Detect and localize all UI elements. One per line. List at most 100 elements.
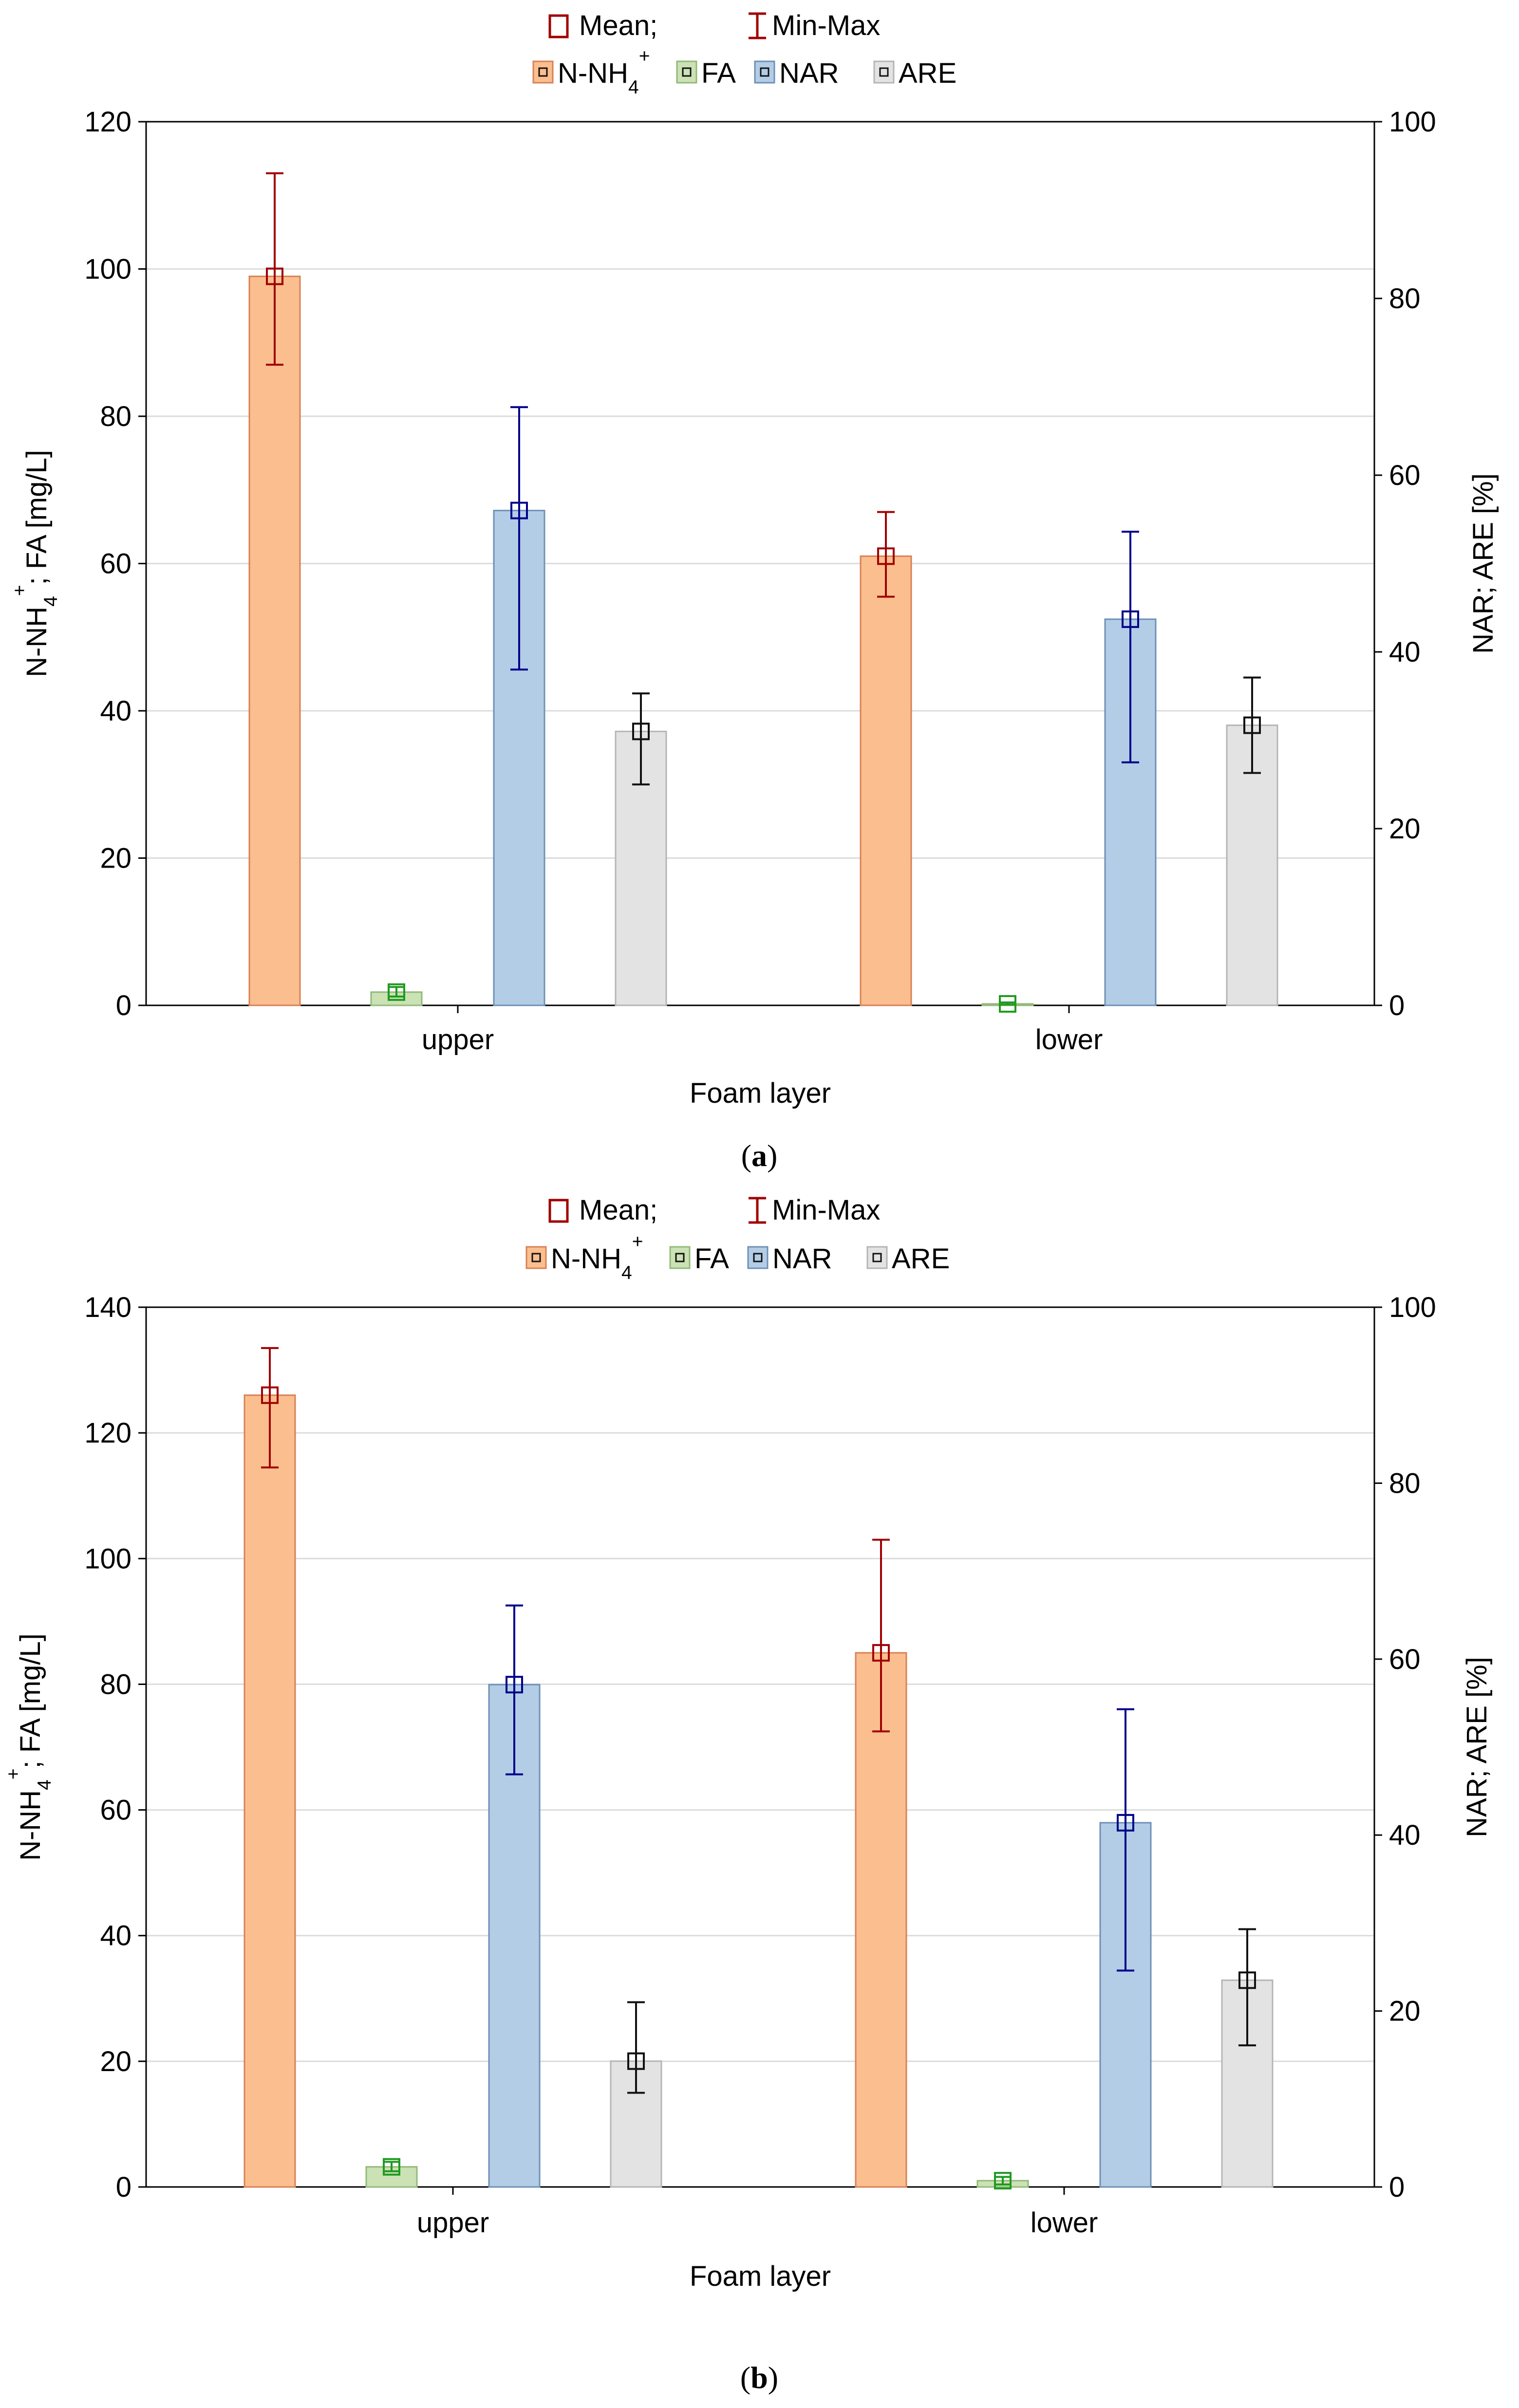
- legend-mean-label: Mean;: [579, 10, 657, 41]
- mean-marker-nnh-upper: [261, 1386, 279, 1404]
- errorbar-fa-upper: [388, 986, 405, 998]
- mean-marker-nar-upper: [510, 501, 528, 519]
- legend-label-1: FA: [701, 57, 736, 89]
- errorbar-are-upper: [627, 2001, 645, 2094]
- mean-marker-fa-lower: [994, 2172, 1012, 2190]
- errorbar-nnh-upper: [261, 1347, 279, 1469]
- legend-label-0: N-NH4+: [551, 1231, 643, 1283]
- y-left-tick-label: 120: [84, 1417, 131, 1449]
- mean-marker-fa-upper: [388, 983, 405, 1001]
- mean-marker-are-upper: [632, 722, 650, 741]
- legend-minmax-label: Min-Max: [772, 10, 880, 41]
- legend-label-2: NAR: [779, 57, 839, 89]
- y-right-tick-label: 0: [1389, 990, 1405, 1021]
- legend-swatch-marker-1: [675, 1253, 685, 1262]
- y-right-tick-label: 40: [1389, 636, 1421, 668]
- mean-marker-nnh-upper: [266, 267, 283, 285]
- y-left-tick-label: 80: [100, 401, 131, 432]
- mean-marker-fa-upper: [383, 2158, 400, 2176]
- y-right-axis-title: NAR; ARE [%]: [1461, 1657, 1493, 1837]
- legend-minmax-label: Min-Max: [772, 1194, 880, 1226]
- errorbar-nar-lower: [1117, 1708, 1134, 1972]
- x-axis-title: Foam layer: [690, 2260, 831, 2292]
- legend-swatch-marker-0: [531, 1253, 541, 1262]
- y-right-tick-label: 20: [1389, 813, 1421, 845]
- legend-swatch-1: [669, 1246, 691, 1269]
- errorbar-fa-lower: [999, 1001, 1016, 1006]
- bar-nnh-upper: [248, 276, 301, 1006]
- legend-swatch-1: [676, 60, 697, 84]
- bar-nar-lower: [1104, 618, 1157, 1006]
- y-left-tick-label: 80: [100, 1668, 131, 1700]
- y-left-axis-title: N-NH4+; FA [mg/L]: [9, 450, 61, 677]
- bar-nnh-lower: [855, 1652, 907, 2188]
- legend-label-1: FA: [694, 1243, 729, 1275]
- mean-marker-fa-lower: [999, 995, 1016, 1013]
- y-left-tick-label: 60: [100, 1795, 131, 1826]
- y-left-tick-label: 60: [100, 548, 131, 580]
- legend-minmax-marker: [749, 1197, 766, 1224]
- y-right-tick-label: 100: [1389, 106, 1436, 138]
- y-left-tick-label: 0: [116, 2171, 131, 2203]
- legend-label-3: ARE: [892, 1243, 950, 1275]
- legend-mean-marker: [548, 14, 569, 38]
- chart-panel-a: Mean; Min-Max N-NH4+ FA NAR ARE 0 20 40 60 80 100 12…: [9, 10, 1499, 1173]
- y-left-tick-label: 0: [116, 990, 131, 1021]
- x-category-label: upper: [417, 2207, 489, 2239]
- legend-minmax-marker: [749, 12, 766, 39]
- y-right-tick-label: 100: [1389, 1292, 1436, 1323]
- bar-nnh-upper: [244, 1394, 296, 2188]
- y-right-tick-label: 0: [1389, 2171, 1405, 2203]
- x-category-label: upper: [422, 1024, 494, 1056]
- legend-swatch-marker-3: [879, 67, 889, 77]
- panel-label: (a): [741, 1138, 778, 1173]
- legend-swatch-marker-3: [872, 1253, 882, 1262]
- y-left-tick-label: 140: [84, 1292, 131, 1323]
- y-left-axis-title: N-NH4+; FA [mg/L]: [3, 1633, 55, 1861]
- y-left-tick-label: 40: [100, 1920, 131, 1952]
- y-right-tick-label: 40: [1389, 1819, 1421, 1851]
- mean-marker-nar-lower: [1117, 1814, 1134, 1832]
- legend-mean-label: Mean;: [579, 1194, 657, 1226]
- legend-swatch-0: [532, 60, 554, 84]
- errorbar-fa-upper: [383, 2161, 400, 2172]
- mean-marker-are-lower: [1243, 716, 1261, 734]
- panel-label-letter: b: [750, 2360, 768, 2395]
- mean-marker-nnh-lower: [872, 1644, 890, 1662]
- errorbar-nar-lower: [1122, 531, 1139, 763]
- mean-marker-nnh-lower: [877, 547, 895, 565]
- mean-marker-are-lower: [1238, 1971, 1256, 1989]
- mean-marker-nar-lower: [1122, 610, 1139, 628]
- y-left-tick-label: 100: [84, 1543, 131, 1574]
- legend-swatch-2: [747, 1246, 769, 1269]
- y-left-tick-label: 120: [84, 106, 131, 138]
- legend-swatch-marker-1: [682, 67, 692, 77]
- y-left-tick-label: 20: [100, 843, 131, 874]
- bar-nnh-lower: [860, 555, 912, 1006]
- mean-marker-are-upper: [627, 2052, 645, 2070]
- y-left-tick-label: 100: [84, 254, 131, 285]
- legend-mean-marker: [548, 1199, 569, 1223]
- x-category-label: lower: [1035, 1024, 1103, 1056]
- y-right-tick-label: 80: [1389, 283, 1421, 315]
- y-right-tick-label: 20: [1389, 1996, 1421, 2027]
- panel-label: (b): [740, 2360, 778, 2395]
- legend-swatch-0: [525, 1246, 547, 1269]
- legend-swatch-marker-2: [753, 1253, 763, 1262]
- errorbar-nnh-lower: [877, 511, 895, 598]
- y-right-tick-label: 80: [1389, 1467, 1421, 1499]
- panel-label-letter: a: [751, 1138, 767, 1173]
- y-right-tick-label: 60: [1389, 1644, 1421, 1675]
- plot-frame: [145, 1306, 1375, 2188]
- chart-panel-b: Mean; Min-Max N-NH4+ FA NAR ARE 0 20 40 60 80 100 12…: [3, 1194, 1493, 2395]
- legend-swatch-marker-0: [538, 67, 548, 77]
- legend-label-3: ARE: [899, 57, 956, 89]
- y-right-axis-title: NAR; ARE [%]: [1467, 473, 1499, 654]
- y-left-tick-label: 20: [100, 2046, 131, 2077]
- y-left-tick-label: 40: [100, 695, 131, 727]
- legend-swatch-3: [866, 1246, 888, 1269]
- errorbar-are-lower: [1243, 676, 1261, 774]
- legend-label-2: NAR: [772, 1243, 832, 1275]
- x-category-label: lower: [1031, 2207, 1098, 2239]
